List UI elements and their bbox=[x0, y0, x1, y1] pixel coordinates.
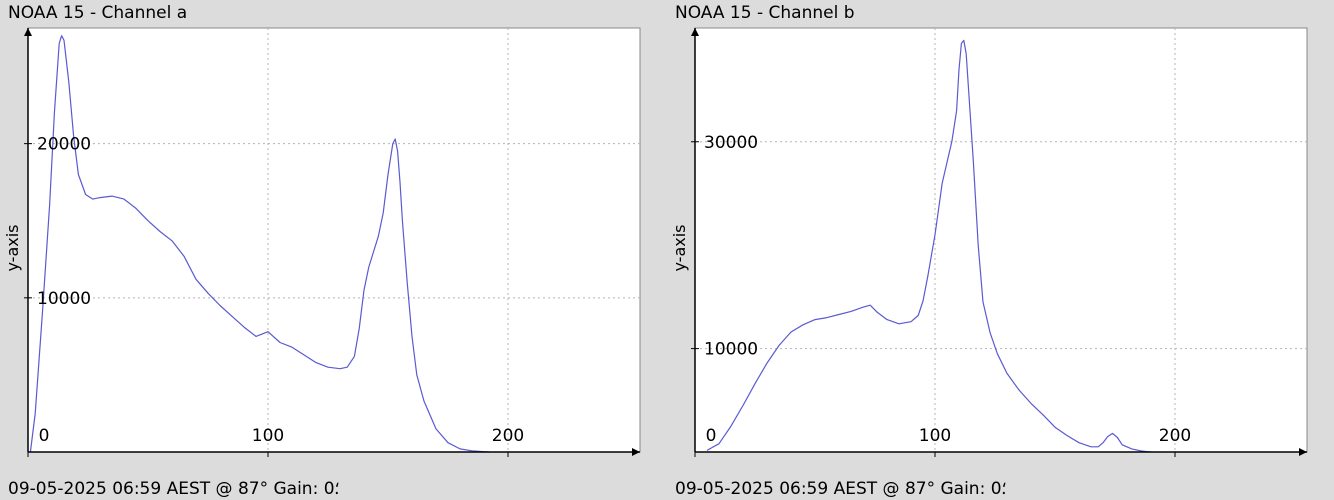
x-tick-label: 200 bbox=[1159, 426, 1191, 446]
chart-b-title: NOAA 15 - Channel b bbox=[675, 3, 855, 23]
chart-a-plot: 0 100 200 10000 20000 y-axis bbox=[3, 27, 641, 457]
chart-a-footer: 09-05-2025 06:59 AEST @ 87° Gain: 0⸵ bbox=[8, 479, 340, 499]
chart-b-footer: 09-05-2025 06:59 AEST @ 87° Gain: 0⸵ bbox=[675, 479, 1007, 499]
chart-panel-channel-b: 0 100 200 10000 30000 y-axis NOAA 15 - Channe… bbox=[667, 0, 1334, 500]
y-tick-label: 30000 bbox=[704, 133, 758, 153]
x-axis-arrow bbox=[1299, 448, 1307, 456]
chart-b-plot: 0 100 200 10000 30000 y-axis bbox=[670, 27, 1308, 457]
y-tick-label: 20000 bbox=[37, 135, 91, 155]
x-tick-label: 0 bbox=[39, 426, 50, 446]
x-tick-label: 100 bbox=[252, 426, 284, 446]
y-axis-label: y-axis bbox=[3, 224, 22, 271]
plot-area bbox=[27, 27, 641, 453]
chart-panel-channel-a: 0 100 200 10000 20000 y-axis NOAA 15 - Channe… bbox=[3, 3, 641, 499]
series-line bbox=[706, 39, 1152, 453]
chart-a-title: NOAA 15 - Channel a bbox=[8, 3, 188, 23]
x-tick-label: 0 bbox=[706, 426, 717, 446]
y-axis-arrow bbox=[24, 28, 32, 36]
y-tick-label: 10000 bbox=[37, 289, 91, 309]
y-axis-label: y-axis bbox=[670, 224, 689, 271]
y-axis-arrow bbox=[691, 28, 699, 36]
x-tick-label: 200 bbox=[492, 426, 524, 446]
x-tick-label: 100 bbox=[919, 426, 951, 446]
series-line bbox=[29, 35, 489, 453]
plot-area bbox=[694, 27, 1308, 453]
y-tick-label: 10000 bbox=[704, 340, 758, 360]
x-axis-arrow bbox=[632, 448, 640, 456]
